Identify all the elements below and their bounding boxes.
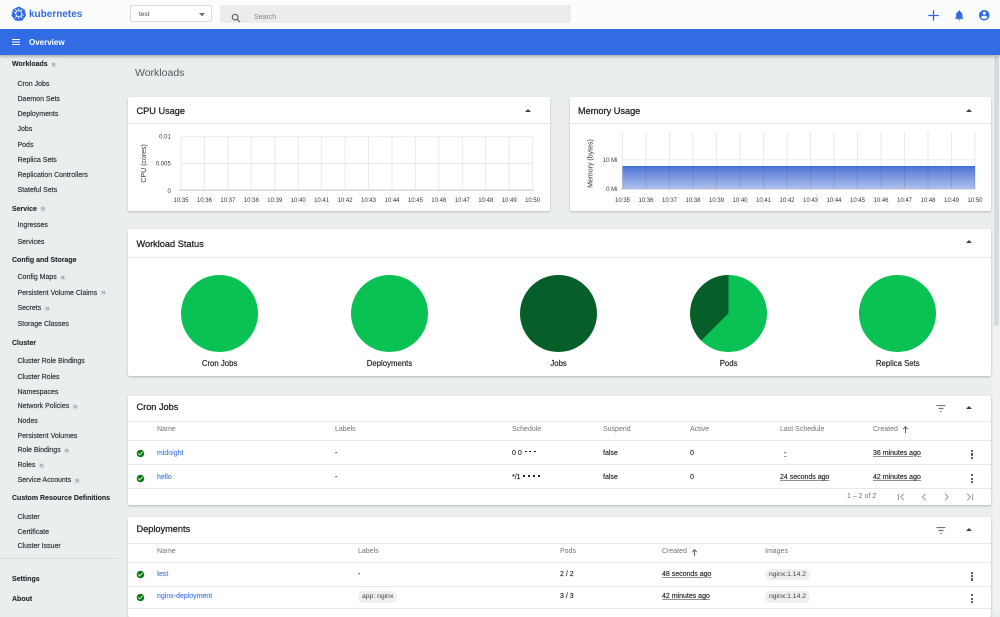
svg-text:10:42: 10:42 [338,197,354,203]
svg-text:10:41: 10:41 [314,197,330,203]
svg-text:10:46: 10:46 [873,197,889,203]
svg-text:0.01: 0.01 [159,134,171,140]
svg-text:10:47: 10:47 [455,197,471,203]
svg-text:CPU (cores): CPU (cores) [141,144,148,183]
svg-text:10:38: 10:38 [685,197,701,203]
svg-text:10:49: 10:49 [943,197,959,203]
svg-text:10:50: 10:50 [525,197,541,203]
svg-text:10:36: 10:36 [197,197,213,203]
svg-text:10:40: 10:40 [732,197,748,203]
svg-text:0 Mi: 0 Mi [606,187,617,193]
svg-text:10:48: 10:48 [478,197,494,203]
svg-text:10:46: 10:46 [431,197,447,203]
svg-text:10:35: 10:35 [614,197,630,203]
svg-text:10:50: 10:50 [967,197,983,203]
svg-text:10:49: 10:49 [502,197,518,203]
svg-text:10:42: 10:42 [779,197,795,203]
svg-text:10:36: 10:36 [638,197,654,203]
svg-text:10:37: 10:37 [220,197,236,203]
svg-text:10:45: 10:45 [849,197,865,203]
svg-text:10:41: 10:41 [755,197,771,203]
svg-text:0: 0 [167,189,171,195]
svg-text:10:39: 10:39 [708,197,724,203]
svg-text:0.005: 0.005 [156,161,172,167]
svg-text:10:45: 10:45 [408,197,424,203]
svg-text:10:47: 10:47 [896,197,912,203]
svg-text:10:35: 10:35 [173,197,189,203]
svg-text:10:38: 10:38 [244,197,260,203]
svg-text:10:39: 10:39 [267,197,283,203]
svg-text:Memory (bytes): Memory (bytes) [587,139,594,188]
svg-text:10:43: 10:43 [361,197,377,203]
svg-text:10:44: 10:44 [826,197,842,203]
svg-text:10 Mi: 10 Mi [602,158,617,164]
svg-text:10:44: 10:44 [384,197,400,203]
svg-text:10:40: 10:40 [291,197,307,203]
svg-text:10:37: 10:37 [661,197,677,203]
svg-text:10:48: 10:48 [920,197,936,203]
svg-text:10:43: 10:43 [802,197,818,203]
